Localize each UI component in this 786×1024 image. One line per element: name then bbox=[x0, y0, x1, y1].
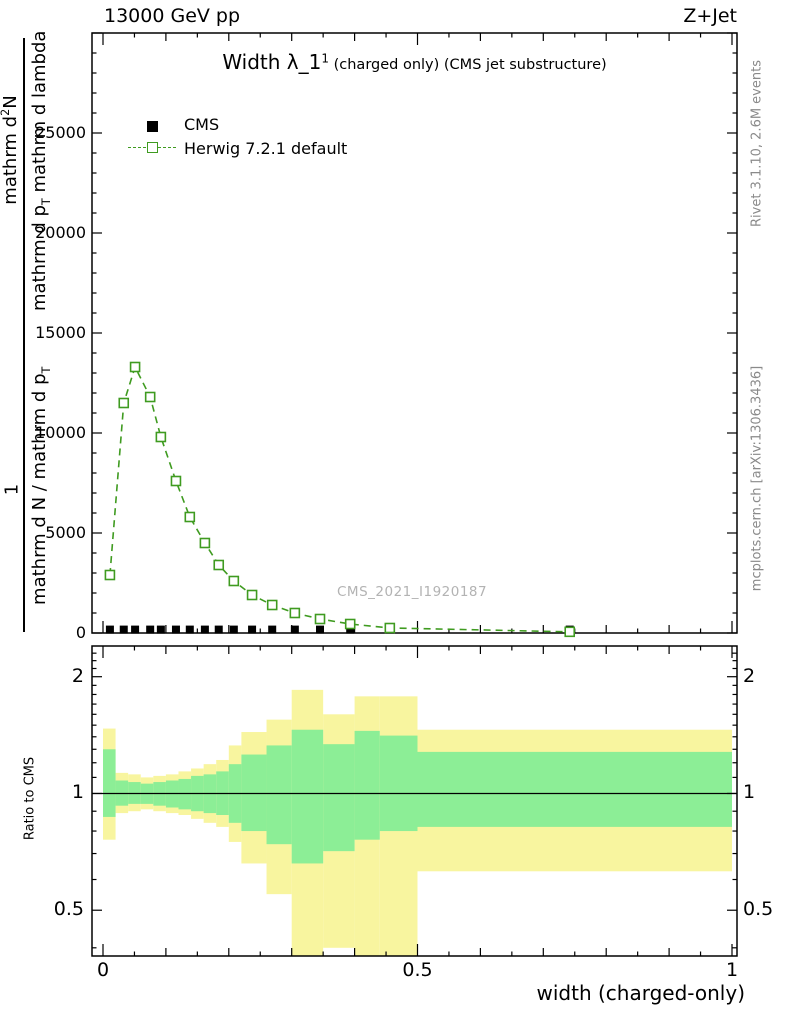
legend-cms-label: CMS bbox=[184, 115, 220, 134]
ratio-axis-label: Ratio to CMS bbox=[22, 756, 38, 841]
yaxis-text: N bbox=[0, 95, 21, 109]
yaxis-text: mathrm d bbox=[0, 115, 21, 205]
yaxis-lower-denominator: mathrm d N / mathrm d pT bbox=[29, 336, 53, 636]
yaxis-sub: T bbox=[39, 198, 53, 206]
uncertainty-band-inner bbox=[178, 778, 192, 810]
herwig-data-marker bbox=[199, 537, 211, 549]
uncertainty-band-inner bbox=[241, 754, 267, 832]
herwig-data-marker bbox=[129, 361, 141, 373]
cms-data-marker bbox=[171, 625, 180, 634]
yaxis-sub: T bbox=[39, 366, 53, 374]
uncertainty-band-inner bbox=[379, 735, 418, 832]
cms-data-marker bbox=[105, 625, 114, 634]
plot-title-main: Width λ_1 bbox=[222, 50, 322, 74]
yaxis-text: mathrm d p bbox=[29, 205, 51, 312]
cms-data-marker bbox=[200, 625, 209, 634]
cms-marker-icon bbox=[147, 121, 158, 132]
cms-data-marker bbox=[268, 625, 277, 634]
herwig-data-marker bbox=[104, 569, 116, 581]
herwig-data-marker bbox=[314, 613, 326, 625]
herwig-data-marker bbox=[184, 511, 196, 523]
cms-data-marker bbox=[248, 625, 257, 634]
yaxis-lower-numerator: 1 bbox=[2, 470, 23, 510]
xaxis-label: width (charged-only) bbox=[536, 981, 745, 1005]
herwig-data-marker bbox=[144, 391, 156, 403]
uncertainty-band-inner bbox=[103, 749, 116, 817]
yaxis-upper-denominator: mathrm d pT mathrm d lambda bbox=[29, 21, 53, 321]
uncertainty-band-inner bbox=[354, 730, 380, 840]
herwig-marker-icon bbox=[147, 142, 158, 153]
uncertainty-band-inner bbox=[266, 745, 292, 845]
herwig-data-marker bbox=[344, 618, 356, 630]
uncertainty-band-inner bbox=[417, 751, 732, 827]
axis-ticks bbox=[92, 32, 737, 956]
ratio-bands bbox=[103, 689, 732, 956]
yaxis-text: 1 bbox=[1, 483, 23, 496]
cms-data-marker bbox=[316, 625, 325, 634]
yaxis-fraction-bar bbox=[23, 38, 25, 632]
yaxis-text: mathrm d lambda bbox=[29, 30, 51, 199]
process-label: Z+Jet bbox=[683, 5, 737, 27]
herwig-data-marker bbox=[289, 607, 301, 619]
mcplots-credit-label: mcplots.cern.ch [arXiv:1306.3436] bbox=[749, 365, 765, 592]
cms-data-marker bbox=[185, 625, 194, 634]
cms-data-marker bbox=[146, 625, 155, 634]
legend-herwig-label: Herwig 7.2.1 default bbox=[184, 139, 348, 158]
uncertainty-band-inner bbox=[323, 744, 355, 852]
beam-energy-label: 13000 GeV pp bbox=[104, 5, 241, 27]
uncertainty-band-inner bbox=[291, 729, 324, 864]
cms-data-marker bbox=[290, 625, 299, 634]
herwig-data-marker bbox=[155, 431, 167, 443]
yaxis-text: mathrm d N / mathrm d p bbox=[29, 373, 51, 605]
cms-data-marker bbox=[214, 625, 223, 634]
plot-title-suffix: (charged only) (CMS jet substructure) bbox=[329, 57, 607, 73]
plot-title-sup: 1 bbox=[321, 51, 329, 66]
cms-data-marker bbox=[346, 625, 355, 634]
cms-data-marker bbox=[131, 625, 140, 634]
herwig-data-marker bbox=[118, 397, 130, 409]
cms-data-marker bbox=[156, 625, 165, 634]
herwig-data-marker bbox=[246, 589, 258, 601]
cms-data-marker bbox=[229, 625, 238, 634]
yaxis-upper-numerator: mathrm d2N bbox=[0, 0, 21, 300]
herwig-data-marker bbox=[228, 575, 240, 587]
herwig-data-marker bbox=[266, 599, 278, 611]
yaxis-sup: 2 bbox=[0, 108, 12, 116]
watermark-analysis-id: CMS_2021_I1920187 bbox=[337, 584, 488, 600]
herwig-data-marker bbox=[564, 626, 576, 638]
ratio-panel-frame bbox=[91, 645, 738, 957]
herwig-data-marker bbox=[170, 475, 182, 487]
herwig-data-marker bbox=[213, 559, 225, 571]
herwig-data-marker bbox=[384, 622, 396, 634]
herwig-data-points bbox=[104, 361, 576, 638]
cms-data-marker bbox=[119, 625, 128, 634]
plot-title: Width λ_11 (charged only) (CMS jet subst… bbox=[92, 50, 737, 74]
